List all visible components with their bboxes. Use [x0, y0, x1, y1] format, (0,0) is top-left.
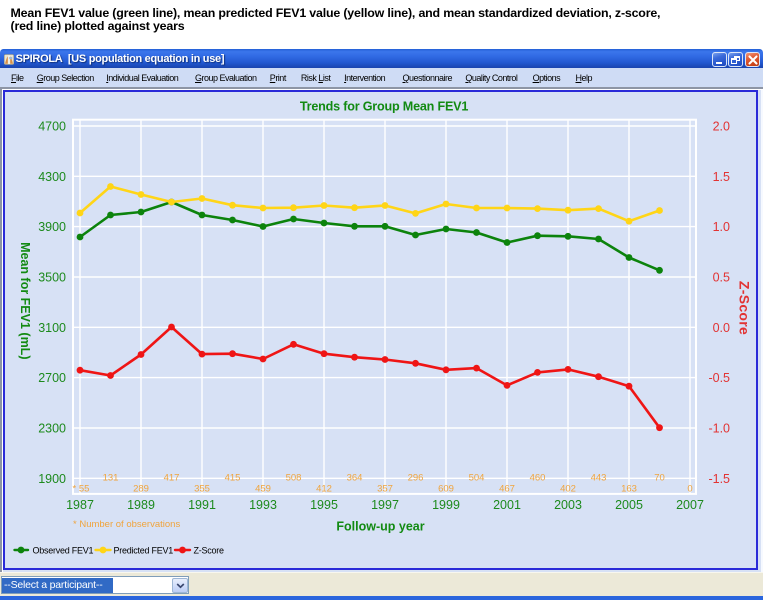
svg-text:355: 355 [194, 484, 210, 495]
svg-text:-0.5: -0.5 [708, 371, 730, 385]
svg-text:289: 289 [133, 484, 149, 495]
svg-text:402: 402 [560, 484, 576, 495]
svg-text:2005: 2005 [615, 498, 643, 512]
svg-text:1997: 1997 [371, 498, 399, 512]
svg-text:3500: 3500 [38, 271, 66, 285]
svg-text:4700: 4700 [38, 120, 66, 134]
svg-text:3100: 3100 [38, 321, 66, 335]
svg-text:-1.5: -1.5 [708, 472, 730, 486]
svg-text:Z-Score: Z-Score [737, 281, 753, 335]
svg-text:1995: 1995 [310, 498, 338, 512]
svg-text:* Number of observations: * Number of observations [73, 519, 180, 530]
svg-text:1.0: 1.0 [713, 220, 730, 234]
svg-text:2003: 2003 [554, 498, 582, 512]
svg-text:Z-Score: Z-Score [194, 545, 225, 555]
svg-text:Mean for FEV1 (mL): Mean for FEV1 (mL) [18, 242, 32, 359]
svg-text:1.5: 1.5 [713, 170, 730, 184]
svg-text:508: 508 [286, 473, 302, 484]
svg-text:2007: 2007 [676, 498, 704, 512]
svg-text:4300: 4300 [38, 170, 66, 184]
svg-text:1900: 1900 [38, 472, 66, 486]
svg-text:163: 163 [621, 484, 637, 495]
svg-text:2300: 2300 [38, 422, 66, 436]
svg-text:0.5: 0.5 [713, 271, 730, 285]
svg-text:Follow-up year: Follow-up year [336, 520, 424, 534]
svg-text:467: 467 [499, 484, 515, 495]
svg-text:1999: 1999 [432, 498, 460, 512]
svg-text:609: 609 [438, 484, 454, 495]
svg-text:2700: 2700 [38, 371, 66, 385]
svg-text:417: 417 [164, 473, 180, 484]
svg-text:357: 357 [377, 484, 393, 495]
svg-text:1991: 1991 [188, 498, 216, 512]
svg-text:1987: 1987 [66, 498, 94, 512]
svg-text:Trends for Group Mean FEV1: Trends for Group Mean FEV1 [300, 100, 469, 114]
svg-text:131: 131 [103, 473, 119, 484]
svg-text:412: 412 [316, 484, 332, 495]
svg-text:443: 443 [591, 473, 607, 484]
svg-text:0: 0 [687, 484, 692, 495]
svg-text:459: 459 [255, 484, 271, 495]
svg-text:70: 70 [654, 473, 665, 484]
svg-text:Predicted FEV1: Predicted FEV1 [114, 545, 174, 555]
svg-text:504: 504 [469, 473, 485, 484]
svg-text:-1.0: -1.0 [708, 422, 730, 436]
svg-text:296: 296 [408, 473, 424, 484]
svg-text:2001: 2001 [493, 498, 521, 512]
svg-text:1993: 1993 [249, 498, 277, 512]
svg-text:3900: 3900 [38, 220, 66, 234]
svg-text:* 55: * 55 [73, 484, 90, 495]
svg-text:Observed FEV1: Observed FEV1 [33, 545, 94, 555]
svg-text:1989: 1989 [127, 498, 155, 512]
svg-text:2.0: 2.0 [713, 120, 730, 134]
svg-text:415: 415 [225, 473, 241, 484]
svg-text:460: 460 [530, 473, 546, 484]
svg-text:364: 364 [347, 473, 363, 484]
svg-text:0.0: 0.0 [713, 321, 730, 335]
